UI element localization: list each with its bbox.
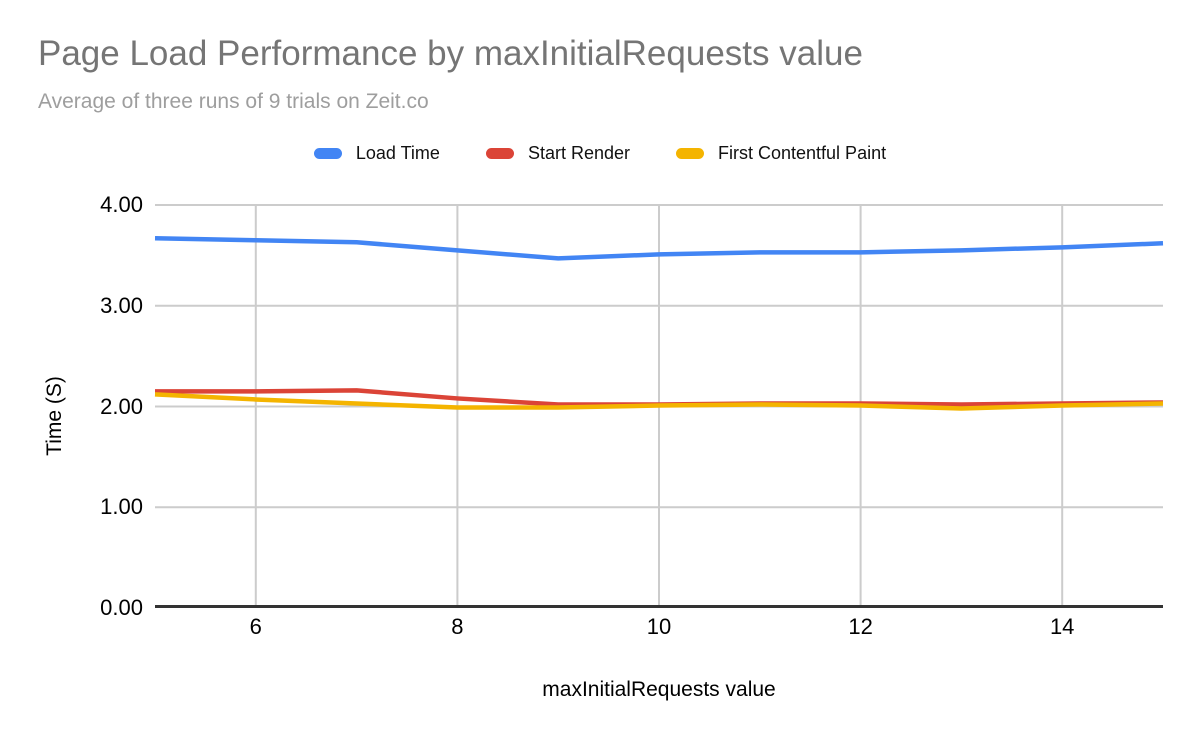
legend-swatch-icon: [313, 148, 342, 159]
legend-swatch-icon: [485, 148, 514, 159]
plot-area: [154, 204, 1164, 608]
chart-title: Page Load Performance by maxInitialReque…: [38, 34, 863, 73]
legend-label: Load Time: [355, 143, 440, 163]
plot-svg: [154, 204, 1164, 608]
series-line-first-contentful-paint: [154, 392, 1164, 411]
y-tick-label: 4.00: [100, 192, 143, 217]
x-tick-label: 6: [249, 614, 262, 639]
y-tick-label: 1.00: [100, 494, 143, 520]
legend-item-start-render: Start Render: [485, 143, 631, 164]
y-tick-label: 2.00: [100, 393, 143, 419]
chart-subtitle: Average of three runs of 9 trials on Zei…: [38, 90, 429, 113]
series-line-load-time: [154, 235, 1164, 261]
y-tick-label: 0.00: [100, 595, 143, 620]
x-axis-title: maxInitialRequests value: [542, 678, 776, 701]
x-tick-label: 14: [1049, 614, 1075, 639]
x-tick-label: 8: [451, 614, 464, 639]
x-tick-label: 10: [646, 614, 672, 639]
y-axis-ticks: 0.00 1.00 2.00 3.00 4.00: [60, 192, 143, 620]
legend-item-first-contentful-paint: First Contentful Paint: [676, 143, 886, 164]
chart-legend: Load Time Start Render First Contentful Pa…: [0, 143, 1200, 164]
x-tick-label: 12: [848, 614, 873, 639]
legend-item-load-time: Load Time: [313, 143, 440, 164]
legend-label: Start Render: [527, 143, 631, 163]
legend-label: First Contentful Paint: [718, 143, 887, 163]
legend-swatch-icon: [676, 148, 705, 159]
y-tick-label: 3.00: [100, 292, 143, 318]
x-axis-ticks: 6 8 10 12 14: [155, 613, 1163, 643]
